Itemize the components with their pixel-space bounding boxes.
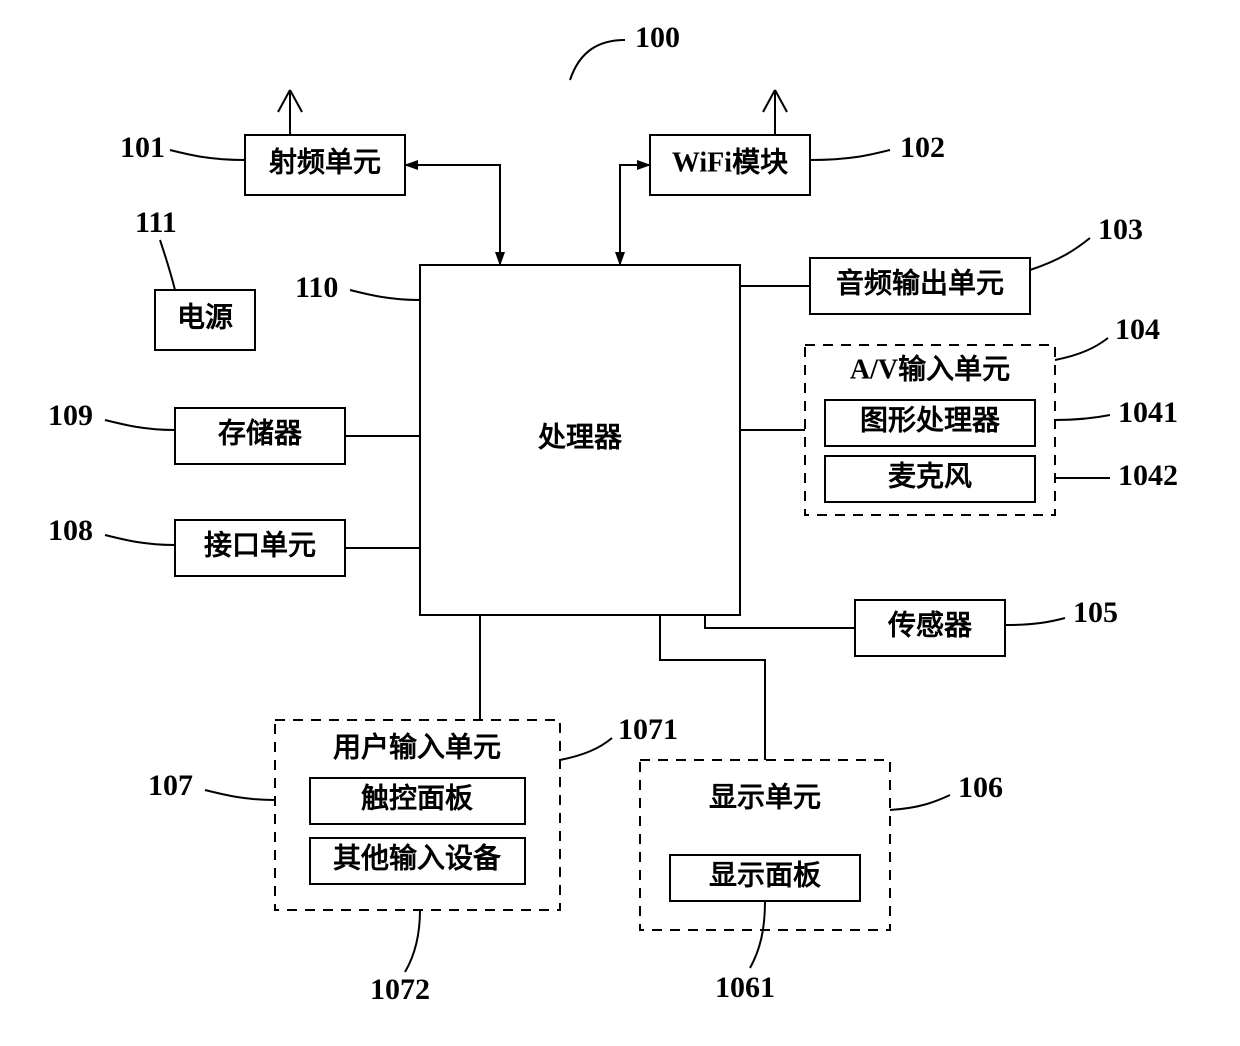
- ref-111: 111: [135, 206, 177, 239]
- svg-text:存储器: 存储器: [218, 416, 303, 449]
- leader-102: [810, 150, 890, 160]
- leader-1071: [560, 738, 612, 760]
- ref-105: 105: [1073, 596, 1118, 629]
- processor-block: 处理器: [420, 265, 740, 615]
- leader-106: [890, 795, 950, 810]
- display-panel-label: 显示面板: [709, 859, 821, 891]
- svg-text:接口单元: 接口单元: [204, 529, 316, 561]
- user-input-group: 用户输入单元 触控面板 其他输入设备: [275, 720, 560, 910]
- audio-out-block: 音频输出单元: [810, 258, 1030, 314]
- wifi-block: WiFi模块: [650, 90, 810, 195]
- interface-block: 接口单元: [175, 520, 345, 576]
- ref-1041: 1041: [1118, 396, 1178, 429]
- power-block: 电源: [155, 290, 255, 350]
- svg-text:传感器: 传感器: [887, 609, 973, 641]
- svg-text:音频输出单元: 音频输出单元: [836, 266, 1004, 299]
- ref-107: 107: [148, 769, 193, 802]
- leader-100: [570, 40, 625, 80]
- leader-105: [1005, 618, 1065, 625]
- mic-label: 麦克风: [888, 460, 972, 492]
- leader-1061: [750, 901, 765, 968]
- ref-1072: 1072: [370, 973, 430, 1006]
- sensor-block: 传感器: [855, 600, 1005, 656]
- ref-102: 102: [900, 131, 945, 164]
- leader-109: [105, 420, 175, 430]
- ref-101: 101: [120, 131, 165, 164]
- ref-106: 106: [958, 771, 1003, 804]
- svg-text:显示单元: 显示单元: [709, 781, 821, 813]
- block-diagram: 处理器 射频单元 WiFi模块 电源 存储器 接口单元 音频输出单元: [0, 0, 1240, 1046]
- ref-1071: 1071: [618, 713, 678, 746]
- av-input-group: A/V输入单元 图形处理器 麦克风: [805, 345, 1055, 515]
- leader-107: [205, 790, 275, 800]
- leader-1041: [1055, 415, 1110, 420]
- leader-111: [160, 240, 175, 290]
- other-input-label: 其他输入设备: [333, 841, 502, 874]
- leader-101: [170, 150, 245, 160]
- leader-108: [105, 535, 175, 545]
- edge-wifi-processor: [620, 165, 650, 265]
- ref-109: 109: [48, 399, 93, 432]
- processor-label: 处理器: [537, 421, 623, 453]
- ref-110: 110: [295, 271, 338, 304]
- memory-block: 存储器: [175, 408, 345, 464]
- rf-block: 射频单元: [245, 90, 405, 195]
- svg-text:WiFi模块: WiFi模块: [672, 146, 788, 178]
- leader-104: [1055, 338, 1108, 360]
- ref-1061: 1061: [715, 971, 775, 1004]
- svg-text:用户输入单元: 用户输入单元: [333, 730, 501, 763]
- leader-1072: [405, 910, 420, 972]
- edge-rf-processor: [405, 165, 500, 265]
- ref-108: 108: [48, 514, 93, 547]
- svg-text:A/V输入单元: A/V输入单元: [850, 352, 1010, 385]
- ref-104: 104: [1115, 313, 1160, 346]
- gpu-label: 图形处理器: [860, 404, 1001, 436]
- touch-label: 触控面板: [361, 782, 473, 814]
- ref-103: 103: [1098, 213, 1143, 246]
- ref-100: 100: [635, 21, 680, 54]
- ref-1042: 1042: [1118, 459, 1178, 492]
- leader-110: [350, 290, 420, 300]
- leader-103: [1030, 238, 1090, 270]
- svg-text:射频单元: 射频单元: [268, 146, 381, 178]
- edge-sensor-processor: [705, 615, 855, 628]
- svg-text:电源: 电源: [177, 301, 233, 333]
